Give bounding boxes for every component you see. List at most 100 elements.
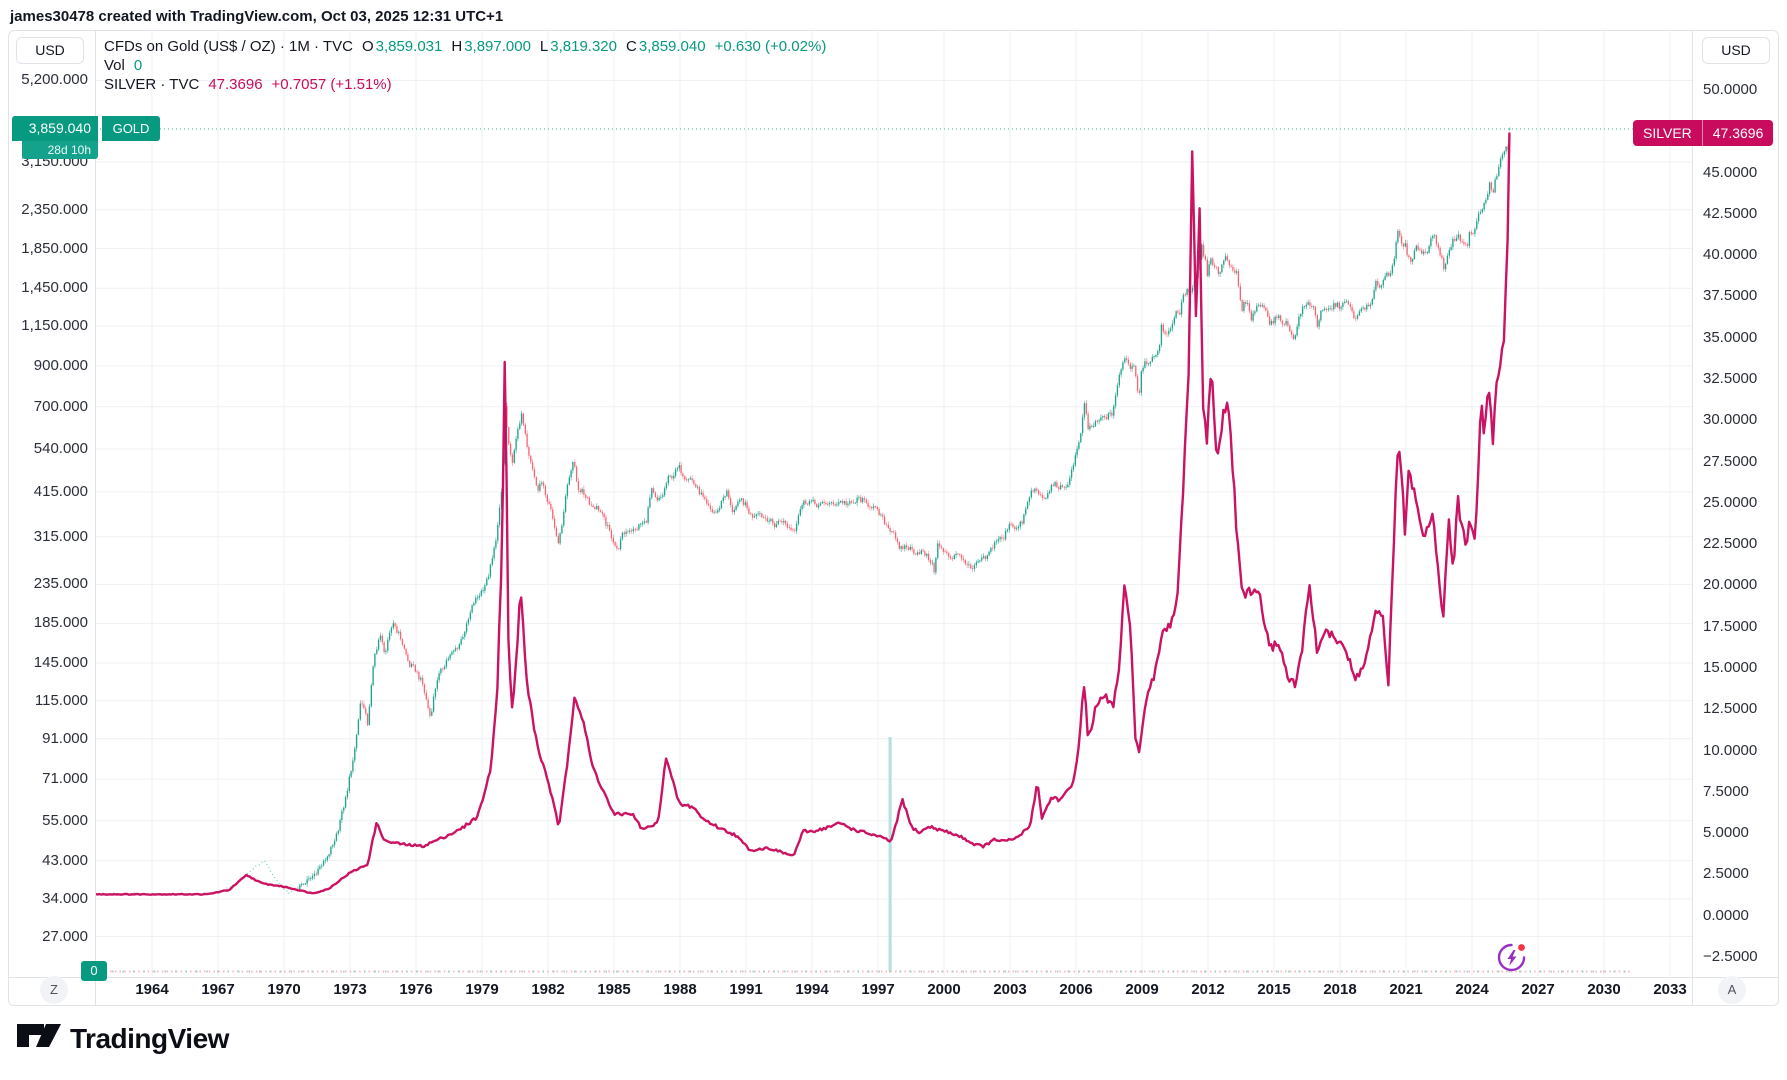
left-axis-label: 315.000 [33, 527, 88, 545]
time-axis-label: 2015 [1257, 981, 1291, 998]
gold-change: +0.630 (+0.02%) [714, 38, 827, 55]
right-axis-label: 12.5000 [1703, 700, 1758, 718]
right-axis-label: 7.5000 [1703, 782, 1749, 800]
time-axis-label: 1988 [663, 981, 697, 998]
silver-tag: SILVER [1633, 120, 1702, 146]
flash-ideas-button[interactable] [1497, 943, 1526, 972]
volume-value: 0 [133, 57, 143, 74]
time-axis-label: 2027 [1521, 981, 1555, 998]
time-axis-label: 1994 [795, 981, 829, 998]
time-axis-label: 2021 [1389, 981, 1423, 998]
time-axis-label: 2018 [1323, 981, 1357, 998]
right-axis-label: 25.0000 [1703, 493, 1758, 511]
right-axis-label: 5.0000 [1703, 824, 1749, 842]
time-axis-label: 1997 [861, 981, 895, 998]
left-axis-label: 700.000 [33, 397, 88, 415]
right-axis-label: 17.5000 [1703, 617, 1758, 635]
left-axis-label: 34.000 [42, 890, 88, 907]
time-axis-label: 1976 [399, 981, 433, 998]
legend-gold-row[interactable]: CFDs on Gold (US$ / OZ) · 1M · TVC O 3,85… [104, 37, 826, 56]
time-axis-label: 1967 [201, 981, 235, 998]
right-axis-label: 30.0000 [1703, 411, 1758, 429]
left-axis-label: 1,150.000 [21, 317, 88, 334]
right-axis-label: 15.0000 [1703, 658, 1758, 676]
time-axis-label: 1973 [333, 981, 367, 998]
volume-zero-badge: 0 [81, 961, 107, 981]
left-axis-label: 415.000 [33, 482, 88, 500]
tradingview-logo[interactable]: TradingView [16, 1020, 229, 1058]
right-axis-label: 42.5000 [1703, 204, 1758, 222]
gold-low: L 3,819.320 [539, 38, 617, 55]
time-axis-label: 2033 [1653, 981, 1687, 998]
time-axis-label: 1991 [729, 981, 763, 998]
attribution-text: james30478 created with TradingView.com,… [10, 8, 504, 25]
lightning-icon [1497, 943, 1526, 972]
time-axis-label: 2006 [1059, 981, 1093, 998]
time-axis-label: 2024 [1455, 981, 1489, 998]
left-axis-label: 43.000 [42, 851, 88, 869]
left-axis-label: 900.000 [33, 356, 88, 374]
gold-close: C 3,859.040 [626, 38, 706, 55]
left-axis-label: 235.000 [33, 575, 88, 593]
left-axis-label: 540.000 [33, 440, 88, 458]
right-axis-label: 22.5000 [1703, 535, 1758, 553]
left-axis-label: 55.000 [42, 811, 88, 829]
time-axis-label: 2012 [1191, 981, 1225, 998]
gold-symbol-title[interactable]: CFDs on Gold (US$ / OZ) · 1M · TVC [104, 38, 353, 55]
right-axis-label: 45.0000 [1703, 163, 1758, 181]
gold-bar-countdown: 28d 10h [22, 141, 98, 159]
right-axis-label: 37.5000 [1703, 287, 1758, 305]
right-axis-label: 0.0000 [1703, 906, 1749, 924]
left-axis-label: 71.000 [42, 770, 88, 788]
left-axis-label: 91.000 [42, 729, 88, 747]
right-currency-button[interactable]: USD [1702, 37, 1770, 64]
chart-card [8, 30, 1779, 1006]
left-axis-label: 2,350.000 [21, 200, 88, 218]
left-currency-button[interactable]: USD [16, 37, 84, 64]
left-axis-label: 1,850.000 [21, 239, 88, 257]
legend: CFDs on Gold (US$ / OZ) · 1M · TVC O 3,85… [104, 37, 826, 94]
gold-price-value: 3,859.040 [12, 116, 98, 141]
right-axis-label: 35.0000 [1703, 328, 1758, 346]
timezone-button[interactable]: Z [40, 976, 68, 1004]
gold-tag: GOLD [102, 116, 160, 141]
left-axis-label: 145.000 [33, 653, 88, 671]
silver-change: +0.7057 (+1.51%) [271, 76, 392, 93]
gold-price-badge: 3,859.040 GOLD 28d 10h [12, 116, 160, 159]
left-axis-label: 5,200.000 [21, 71, 88, 89]
right-axis-label: −2.5000 [1703, 947, 1758, 965]
time-axis-label: 1982 [531, 981, 565, 998]
auto-scale-button[interactable]: A [1718, 976, 1746, 1004]
time-axis-label: 1964 [135, 981, 169, 998]
time-axis-label: 2000 [927, 981, 961, 998]
time-axis-label: 1970 [267, 981, 301, 998]
tradingview-logo-icon [17, 1024, 61, 1047]
silver-value: 47.3696 [208, 76, 263, 93]
left-axis-label: 115.000 [34, 691, 88, 709]
volume-label: Vol [104, 57, 125, 74]
silver-symbol-title[interactable]: SILVER · TVC [104, 76, 200, 93]
gold-high: H 3,897.000 [451, 38, 531, 55]
left-axis-label: 1,450.000 [21, 279, 88, 297]
right-axis-label: 20.0000 [1703, 576, 1758, 594]
left-axis-label: 27.000 [42, 927, 88, 945]
time-axis-label: 2003 [993, 981, 1027, 998]
right-axis-label: 2.5000 [1703, 865, 1749, 883]
left-axis-label: 185.000 [33, 614, 88, 632]
time-axis-label: 2009 [1125, 981, 1159, 998]
right-axis-label: 50.0000 [1703, 81, 1758, 99]
right-axis-label: 27.5000 [1703, 452, 1758, 470]
silver-price-value: 47.3696 [1701, 120, 1774, 146]
right-axis-label: 40.0000 [1703, 246, 1758, 264]
silver-price-badge: SILVER 47.3696 [1633, 120, 1774, 146]
legend-silver-row[interactable]: SILVER · TVC 47.3696 +0.7057 (+1.51%) [104, 75, 826, 94]
time-axis-label: 2030 [1587, 981, 1621, 998]
time-axis-label: 1979 [465, 981, 499, 998]
time-axis-label: 1985 [597, 981, 631, 998]
legend-volume-row[interactable]: Vol 0 [104, 56, 826, 75]
right-axis-label: 10.0000 [1703, 741, 1758, 759]
right-axis-label: 32.5000 [1703, 370, 1758, 388]
gold-open: O 3,859.031 [361, 38, 443, 55]
